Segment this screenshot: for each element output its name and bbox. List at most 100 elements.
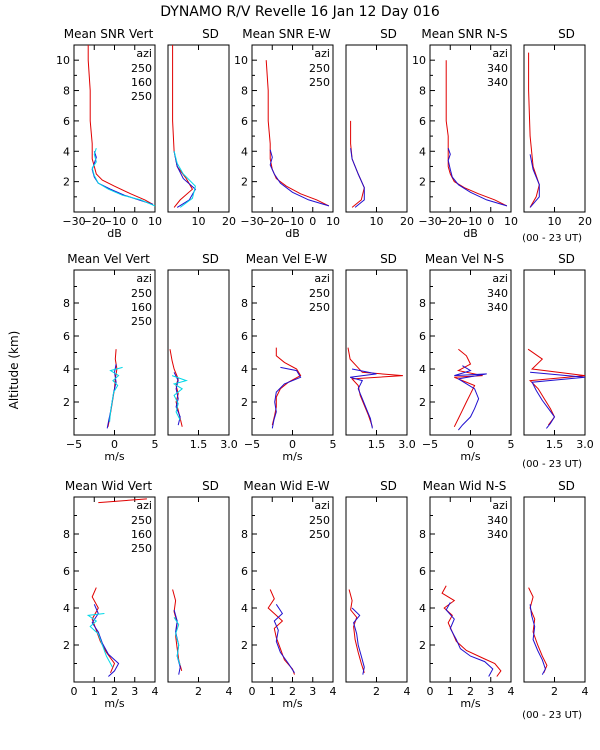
x-tick-label: 10 <box>504 215 518 228</box>
x-tick-label: 2 <box>373 685 380 698</box>
x-axis-label: dB <box>463 227 478 240</box>
legend-azi: azi <box>492 47 508 60</box>
series-line <box>173 617 181 666</box>
y-tick-label: 6 <box>63 115 70 128</box>
series-line <box>87 45 154 205</box>
panel-title: SD <box>380 252 397 266</box>
x-tick-label: −30 <box>240 215 263 228</box>
legend-entry: 340 <box>487 287 508 300</box>
x-tick-label: 2 <box>195 685 202 698</box>
series-line <box>91 151 154 205</box>
panel-frame <box>167 44 230 213</box>
panel-3: SD 10 20 <box>345 27 414 228</box>
series-line <box>172 45 194 208</box>
panel-frame <box>523 496 586 683</box>
series-line <box>441 585 502 677</box>
x-tick-label: −10 <box>459 215 482 228</box>
y-tick-label: 8 <box>419 528 426 541</box>
x-tick-label: 4 <box>226 685 233 698</box>
panel-1: SD 10 20 <box>167 27 236 228</box>
panels-group: Mean SNR Vert−30−20−10 0 10246810dBazi2501… <box>56 27 594 710</box>
legend-azi: azi <box>314 47 330 60</box>
x-tick-label: 4 <box>152 685 159 698</box>
series-line <box>529 604 546 675</box>
y-tick-label: 2 <box>419 639 426 652</box>
series-line <box>347 347 403 427</box>
y-tick-label: 2 <box>241 639 248 652</box>
y-tick-label: 8 <box>63 528 70 541</box>
series-line <box>91 587 116 673</box>
series-line <box>528 52 540 208</box>
y-tick-label: 2 <box>419 176 426 189</box>
series-line <box>267 589 295 675</box>
legend-azi: azi <box>136 272 152 285</box>
x-tick-label: 2 <box>467 685 474 698</box>
legend-entry: 340 <box>487 62 508 75</box>
panel-2: Mean SNR E-W −30−20−10 0 10 2 4 6 8 10 dB azi 25025… <box>234 27 340 240</box>
y-tick-label: 2 <box>63 396 70 409</box>
panel-13: SD 2 4 <box>167 479 233 698</box>
panel-title: SD <box>202 252 219 266</box>
y-tick-label: 8 <box>63 297 70 310</box>
panel-title: SD <box>380 27 397 41</box>
x-tick-label: 1 <box>447 685 454 698</box>
x-tick-label: 3.0 <box>576 438 594 451</box>
x-tick-label: 2 <box>551 685 558 698</box>
legend-entry: 250 <box>131 315 152 328</box>
series-line <box>348 589 365 673</box>
panel-9: SD 1.5 3.0 <box>345 252 416 451</box>
series-line <box>445 60 508 207</box>
legend-entry: 250 <box>131 90 152 103</box>
legend-azi: azi <box>314 272 330 285</box>
x-tick-label: 20 <box>222 215 236 228</box>
altitude-axis-label: Altitude (km) <box>7 331 21 410</box>
x-tick-label: 10 <box>326 215 340 228</box>
x-tick-label: −5 <box>66 438 82 451</box>
x-tick-label: 1.5 <box>546 438 564 451</box>
panel-title: Mean SNR N-S <box>421 27 507 41</box>
legend-entry: 340 <box>487 528 508 541</box>
panel-title: SD <box>558 252 575 266</box>
x-tick-label: −20 <box>261 215 284 228</box>
x-tick-label: 4 <box>330 685 337 698</box>
legend-entry: 160 <box>131 301 152 314</box>
series-line <box>91 148 156 207</box>
legend-entry: 340 <box>487 301 508 314</box>
series-line <box>98 498 147 504</box>
y-tick-label: 2 <box>63 176 70 189</box>
legend-entry: 250 <box>309 301 330 314</box>
legend-azi: azi <box>314 499 330 512</box>
x-tick-label: 0 <box>249 685 256 698</box>
series-line <box>447 148 508 207</box>
legend-entry: 250 <box>131 514 152 527</box>
x-tick-label: 3 <box>487 685 494 698</box>
x-tick-label: 20 <box>400 215 414 228</box>
panel-title: Mean Wid E-W <box>243 479 329 493</box>
ut-note-row1: (00 - 23 UT) <box>522 233 582 244</box>
series-line <box>91 604 120 677</box>
legend-entry: 250 <box>309 287 330 300</box>
series-line <box>269 149 330 207</box>
series-line <box>453 348 483 428</box>
series-line <box>528 587 548 673</box>
y-tick-label: 8 <box>241 528 248 541</box>
series-line <box>527 348 586 426</box>
x-tick-label: 3.0 <box>398 438 416 451</box>
y-tick-label: 4 <box>419 602 426 615</box>
series-line <box>445 602 494 677</box>
x-tick-label: 0 <box>487 215 494 228</box>
panel-title: SD <box>202 27 219 41</box>
y-tick-label: 6 <box>241 115 248 128</box>
y-tick-label: 4 <box>241 363 248 376</box>
panel-0: Mean SNR Vert −30−20−10 0 10 2 4 6 8 10 dB azi 2501… <box>56 27 162 240</box>
legend-entry: 250 <box>131 287 152 300</box>
legend-entry: 250 <box>131 542 152 555</box>
series-line <box>530 371 586 429</box>
y-tick-label: 4 <box>419 145 426 158</box>
y-tick-label: 4 <box>241 602 248 615</box>
x-tick-label: 3 <box>309 685 316 698</box>
series-line <box>271 347 302 426</box>
y-tick-label: 8 <box>419 297 426 310</box>
